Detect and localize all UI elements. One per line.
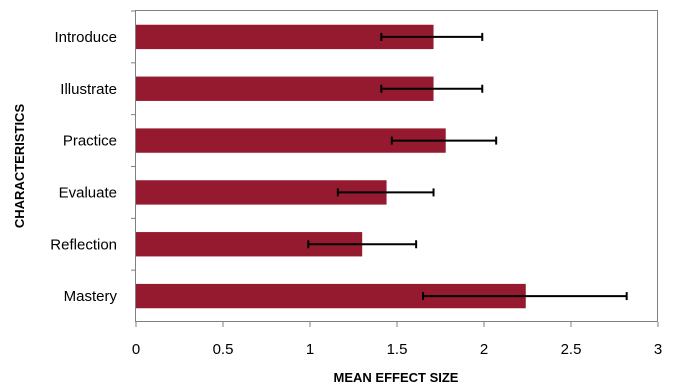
y-axis-title: CHARACTERISTICS — [12, 104, 27, 229]
error-bar-introduce — [380, 32, 484, 41]
category-labels-group: Introduce Illustrate Practice Evaluate Refle… — [50, 10, 136, 305]
bars-group — [136, 24, 526, 309]
error-bar-reflection — [307, 240, 418, 249]
category-label-evaluate: Evaluate — [59, 184, 117, 201]
error-bar-illustrate — [380, 84, 484, 93]
x-tick-label: 2 — [480, 341, 488, 358]
x-tick-label: 0 — [132, 341, 140, 358]
x-ticks-group: 0 0.5 1 1.5 2 2.5 3 — [132, 322, 662, 358]
category-label-illustrate: Illustrate — [60, 81, 117, 98]
x-tick-label: 1 — [306, 341, 314, 358]
category-label-reflection: Reflection — [50, 236, 117, 253]
x-tick-label: 2.5 — [561, 341, 582, 358]
error-bar-evaluate — [336, 188, 435, 197]
error-bar-mastery — [422, 292, 628, 301]
x-tick-label: 3 — [654, 341, 662, 358]
x-axis-title: MEAN EFFECT SIZE — [334, 370, 459, 385]
error-bars-group — [307, 32, 628, 301]
category-label-introduce: Introduce — [54, 29, 117, 46]
category-label-practice: Practice — [63, 133, 117, 150]
category-label-mastery: Mastery — [64, 288, 118, 305]
x-tick-label: 1.5 — [387, 341, 408, 358]
x-tick-label: 0.5 — [213, 341, 234, 358]
plot-frame — [135, 10, 658, 322]
error-bar-practice — [390, 136, 498, 145]
